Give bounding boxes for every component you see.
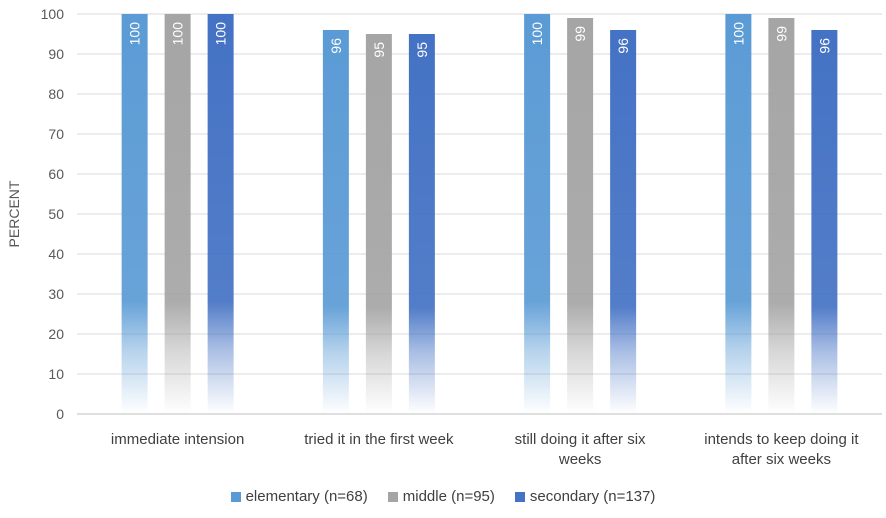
bar [322, 30, 349, 414]
data-label: 99 [773, 26, 789, 42]
legend: elementary (n=68) middle (n=95) secondary … [0, 488, 886, 505]
data-label: 96 [615, 38, 631, 54]
legend-swatch [387, 491, 398, 502]
data-label: 100 [170, 22, 186, 46]
y-tick-label: 60 [48, 166, 64, 182]
y-tick-label: 20 [48, 326, 64, 342]
data-label: 95 [414, 42, 430, 58]
bar [811, 30, 838, 414]
x-category-label: after six weeks [732, 451, 831, 468]
y-tick-label: 10 [48, 366, 64, 382]
legend-label: secondary (n=137) [529, 488, 656, 505]
bar [207, 14, 234, 414]
y-axis-title: PERCENT [6, 180, 22, 247]
x-category-label: tried it in the first week [304, 431, 454, 448]
bars [121, 14, 838, 414]
bar [408, 34, 435, 414]
data-label: 100 [529, 22, 545, 46]
legend-swatch [514, 491, 525, 502]
data-label: 100 [213, 22, 229, 46]
y-tick-label: 0 [56, 406, 64, 422]
legend-item: middle (n=95) [387, 488, 495, 505]
y-tick-label: 100 [41, 6, 65, 22]
bar [768, 18, 795, 414]
data-label: 99 [572, 26, 588, 42]
x-category-label: weeks [558, 451, 602, 468]
legend-label: elementary (n=68) [245, 488, 368, 505]
data-label: 96 [328, 38, 344, 54]
bar [164, 14, 191, 414]
y-tick-label: 30 [48, 286, 64, 302]
x-category-label: intends to keep doing it [704, 431, 859, 448]
y-tick-label: 50 [48, 206, 64, 222]
data-label: 100 [127, 22, 143, 46]
bar [121, 14, 148, 414]
bar [610, 30, 637, 414]
data-labels: 100 100 100 96 95 95 100 99 96 100 99 96 [127, 22, 833, 58]
legend-swatch [230, 491, 241, 502]
data-label: 95 [371, 42, 387, 58]
legend-item: elementary (n=68) [230, 488, 368, 505]
x-axis-categories: immediate intension tried it in the first… [111, 431, 859, 468]
y-tick-label: 80 [48, 86, 64, 102]
data-label: 100 [730, 22, 746, 46]
y-tick-label: 90 [48, 46, 64, 62]
x-category-label: immediate intension [111, 431, 244, 448]
bar [365, 34, 392, 414]
y-axis-ticks: 0 10 20 30 40 50 60 70 80 90 100 [41, 6, 65, 422]
bar [725, 14, 752, 414]
legend-label: middle (n=95) [402, 488, 495, 505]
x-category-label: still doing it after six [515, 431, 646, 448]
data-label: 96 [816, 38, 832, 54]
y-tick-label: 70 [48, 126, 64, 142]
bar [567, 18, 594, 414]
gridlines [77, 13, 882, 415]
legend-item: secondary (n=137) [514, 488, 656, 505]
y-tick-label: 40 [48, 246, 64, 262]
bar [524, 14, 551, 414]
